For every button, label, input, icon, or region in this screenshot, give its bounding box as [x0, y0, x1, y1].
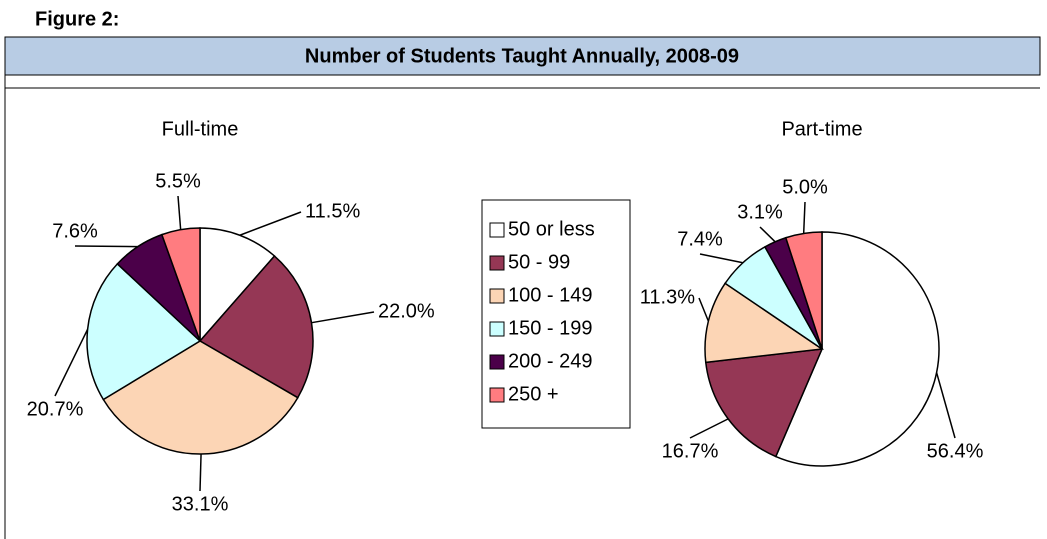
pie-slice — [86, 262, 202, 401]
leader-line — [802, 201, 806, 234]
data-label: 5.0% — [782, 176, 828, 198]
leader-line — [177, 195, 182, 230]
legend-label: 150 - 199 — [508, 317, 593, 339]
pie-slice — [704, 348, 824, 458]
pie-slice — [198, 254, 314, 399]
pie-title: Full-time — [162, 118, 239, 140]
leader-line — [54, 329, 89, 397]
legend — [481, 199, 631, 429]
legend-swatch — [489, 387, 505, 403]
legend-swatch — [489, 222, 505, 238]
data-label: 7.6% — [52, 220, 98, 242]
pie-slice — [704, 282, 825, 364]
leader-line — [74, 245, 138, 248]
leader-line — [311, 311, 375, 324]
legend-swatch — [489, 288, 505, 304]
legend-swatch — [489, 255, 505, 271]
pie-slice — [784, 231, 823, 350]
legend-swatch — [489, 321, 505, 337]
legend-label: 100 - 149 — [508, 284, 593, 306]
leader-line — [699, 253, 744, 264]
chart-title: Number of Students Taught Annually, 2008… — [305, 45, 739, 67]
data-label: 7.4% — [677, 228, 723, 250]
legend-label: 50 - 99 — [508, 251, 570, 273]
data-label: 20.7% — [27, 398, 84, 420]
leader-line — [689, 418, 729, 439]
data-label: 5.5% — [155, 170, 201, 192]
figure-label: Figure 2: — [35, 8, 119, 30]
legend-label: 250 + — [508, 383, 559, 405]
leader-line — [239, 211, 302, 236]
data-label: 11.3% — [640, 286, 695, 308]
pie-title: Part-time — [781, 118, 862, 140]
pie-slice — [774, 231, 940, 467]
pie-slice — [102, 340, 299, 455]
legend-label: 200 - 249 — [508, 350, 593, 372]
data-label: 3.1% — [737, 201, 783, 223]
data-label: 22.0% — [378, 300, 435, 322]
pie-slice — [160, 227, 201, 342]
leader-line — [759, 226, 776, 243]
data-label: 56.4% — [927, 440, 984, 462]
leader-line — [698, 297, 710, 322]
leader-line — [199, 453, 202, 492]
data-label: 33.1% — [172, 493, 229, 515]
data-label: 16.7% — [662, 440, 719, 462]
legend-label: 50 or less — [508, 218, 595, 240]
legend-swatch — [489, 354, 505, 370]
data-label: 11.5% — [305, 200, 360, 222]
leader-line — [935, 372, 956, 439]
header-bar — [4, 36, 1041, 76]
